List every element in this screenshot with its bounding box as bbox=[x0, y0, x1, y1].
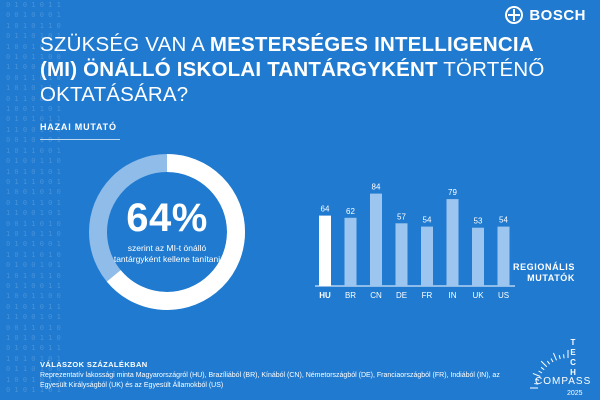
compass-word: COMPASS bbox=[535, 376, 592, 387]
binary-pattern-background: 0 1 0 1 0 1 1 0 0 1 0 0 0 1 1 0 1 0 1 1 … bbox=[6, 1, 61, 395]
category-label-cn: CN bbox=[370, 291, 382, 300]
bar-uk bbox=[472, 227, 484, 286]
compass-tick bbox=[563, 354, 565, 359]
footer-units: VÁLASZOK SZÁZALÉKBAN bbox=[40, 360, 148, 369]
compass-year: 2025 bbox=[567, 390, 583, 397]
donut-caption: szerint az MI-t önálló tantárgyként kell… bbox=[113, 243, 221, 264]
value-label-in: 79 bbox=[448, 188, 457, 197]
regional-label-line-1: REGIONÁLIS bbox=[512, 262, 575, 272]
compass-tick bbox=[546, 360, 551, 365]
compass-tick bbox=[540, 366, 545, 371]
footer-sample-note: Reprezentatív lakossági minta Magyarorsz… bbox=[40, 372, 500, 389]
bar-de bbox=[395, 223, 408, 286]
bar-us bbox=[497, 226, 510, 286]
brand-name: BOSCH bbox=[529, 6, 586, 24]
category-label-de: DE bbox=[396, 291, 407, 300]
value-label-uk: 53 bbox=[474, 217, 483, 226]
donut-fill bbox=[89, 154, 245, 310]
category-label-uk: UK bbox=[472, 291, 484, 300]
category-label-br: BR bbox=[345, 291, 356, 300]
category-label-in: IN bbox=[449, 291, 457, 300]
bosch-armature-icon bbox=[505, 6, 524, 24]
category-label-fr: FR bbox=[422, 291, 433, 300]
home-label-underline bbox=[40, 139, 120, 140]
compass-arc-icon bbox=[530, 350, 569, 389]
compass-tick bbox=[552, 352, 557, 361]
compass-tick bbox=[534, 383, 539, 385]
value-label-de: 57 bbox=[397, 212, 406, 221]
value-label-cn: 84 bbox=[372, 183, 381, 192]
page-title: Szükség van a mesterséges intelligencia … bbox=[40, 32, 560, 107]
bar-in bbox=[446, 199, 459, 286]
compass-tick bbox=[558, 355, 561, 360]
compass-tech-text: TECH bbox=[568, 338, 578, 378]
value-label-us: 54 bbox=[499, 216, 508, 225]
bar-hu bbox=[319, 215, 331, 286]
category-label-hu: HU bbox=[319, 291, 331, 300]
title-part-2: történő oktatására? bbox=[40, 58, 545, 106]
title-bold: mesterséges intelligencia (MI) önálló is… bbox=[40, 33, 534, 81]
bar-fr bbox=[421, 226, 433, 286]
donut-chart bbox=[89, 154, 245, 310]
regional-bar-chart: 64 HU 62 BR 84 CN 57 DE 54 FR 79 IN 53 UK 54 US bbox=[315, 183, 515, 300]
regional-indicators-label: REGIONÁLIS MUTATÓK bbox=[497, 262, 575, 284]
compass-tick bbox=[532, 372, 541, 377]
value-label-br: 62 bbox=[346, 207, 355, 216]
value-label-fr: 54 bbox=[423, 216, 432, 225]
compass-tick bbox=[535, 378, 540, 381]
category-label-us: US bbox=[498, 291, 509, 300]
compass-tick bbox=[550, 358, 554, 363]
brand-logo: BOSCH bbox=[505, 6, 586, 24]
compass-tick bbox=[540, 360, 548, 368]
compass-tech: TECH bbox=[570, 338, 576, 377]
title-part-1: Szükség van a bbox=[40, 33, 210, 56]
donut-percentage: 64% bbox=[126, 196, 208, 240]
bar-br bbox=[344, 217, 357, 286]
home-indicator-label: HAZAI MUTATÓ bbox=[40, 122, 117, 132]
value-label-hu: 64 bbox=[321, 205, 330, 214]
compass-tick bbox=[538, 370, 543, 374]
bar-cn bbox=[370, 193, 382, 286]
regional-label-line-2: MUTATÓK bbox=[527, 273, 575, 283]
